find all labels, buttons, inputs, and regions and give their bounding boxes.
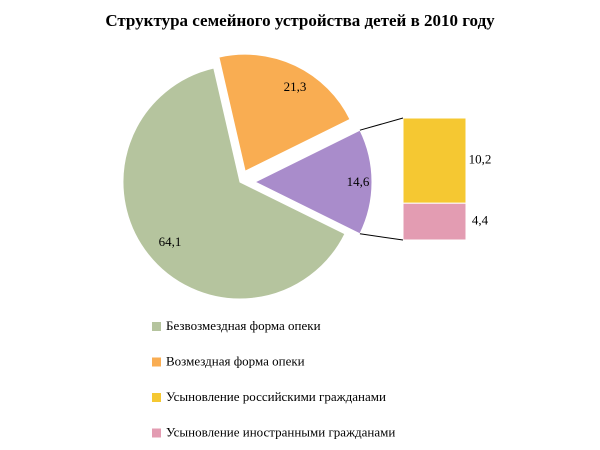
bar-segment <box>402 202 467 241</box>
legend-swatch <box>152 393 161 402</box>
data-label: 10,2 <box>469 152 492 167</box>
legend-label: Усыновление иностранными гражданами <box>166 424 395 439</box>
data-label: 4,4 <box>472 213 489 228</box>
legend-swatch <box>152 322 161 331</box>
data-label: 21,3 <box>284 79 307 94</box>
pie-slice <box>122 67 346 300</box>
chart-title: Структура семейного устройства детей в 2… <box>105 11 495 30</box>
pie-slice <box>218 53 351 172</box>
connector-line <box>359 233 404 241</box>
legend-swatch <box>152 428 161 438</box>
legend-swatch <box>152 357 161 367</box>
data-label: 14,6 <box>347 174 370 189</box>
connector-line <box>359 117 404 131</box>
legend-label: Усыновление российскими гражданами <box>166 389 386 404</box>
legend-label: Безвозмездная форма опеки <box>166 318 321 333</box>
bar-segment <box>402 117 467 204</box>
legend-label: Возмездная форма опеки <box>166 353 305 368</box>
pie-slice <box>253 129 373 235</box>
data-label: 64,1 <box>159 234 182 249</box>
